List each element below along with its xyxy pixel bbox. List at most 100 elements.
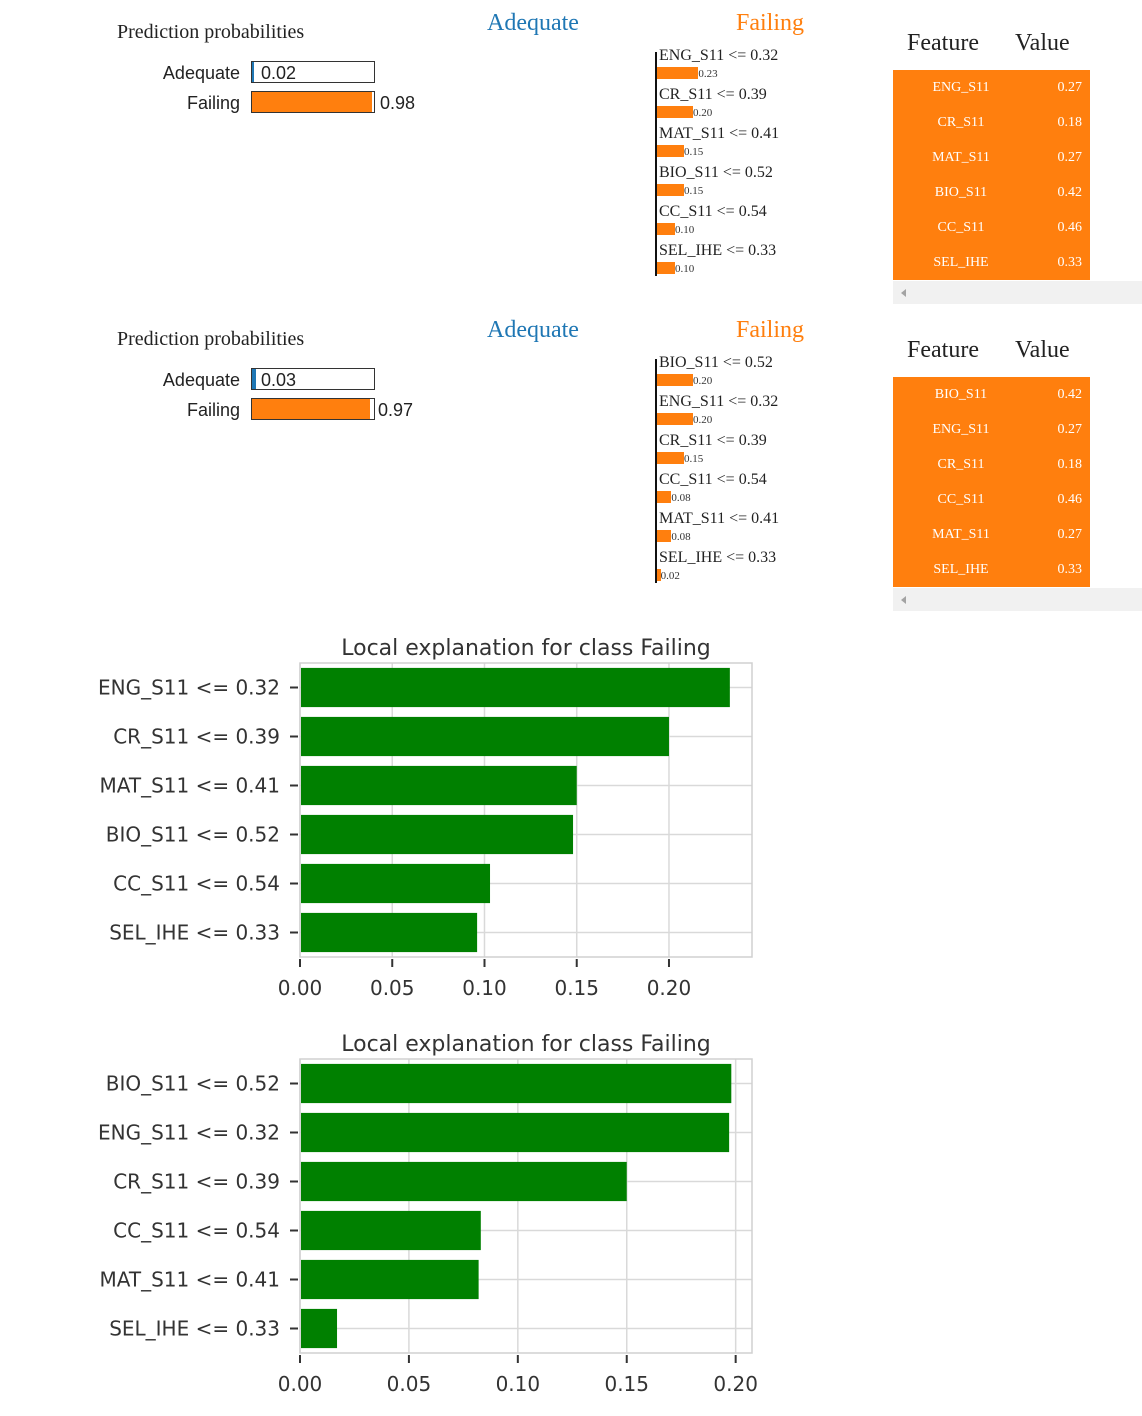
- x-tick-label: 0.10: [462, 976, 507, 1000]
- feature-weight-bar: [657, 491, 672, 503]
- feature-weight-item: ENG_S11 <= 0.32 0.23: [657, 47, 779, 80]
- prob-label: Failing: [186, 93, 240, 113]
- table-cell-feature: ENG_S11: [932, 80, 990, 95]
- feature-weight-value: 0.15: [684, 185, 704, 197]
- bar: [301, 765, 577, 806]
- table-cell-feature: CR_S11: [937, 115, 985, 130]
- table-cell-value: 0.46: [1057, 220, 1083, 235]
- prob-value-adequate: 0.02: [261, 63, 297, 83]
- table-row: MAT_S11 0.27: [893, 517, 1090, 552]
- prob-row-adequate: Adequate: [0, 61, 240, 85]
- feature-axis: [655, 52, 657, 276]
- local-explanation-chart-2: BIO_S11 <= 0.52 ENG_S11 <= 0.32 CR_S11 <= …: [98, 1032, 758, 1396]
- feature-weight-bar: [657, 184, 684, 196]
- bar: [301, 814, 574, 855]
- x-tick-label: 0.00: [278, 1372, 323, 1396]
- table-cell-value: 0.18: [1057, 457, 1083, 472]
- table-cell-feature: SEL_IHE: [933, 562, 989, 577]
- x-tick-label: 0.15: [554, 976, 599, 1000]
- feature-weight-item: SEL_IHE <= 0.33 0.10: [657, 242, 777, 275]
- table-cell-value: 0.46: [1057, 492, 1083, 507]
- horizontal-scrollbar[interactable]: [893, 281, 1142, 304]
- y-tick-label: ENG_S11 <= 0.32: [98, 1121, 280, 1145]
- x-tick-label: 0.20: [647, 976, 692, 1000]
- feature-weight-value: 0.20: [693, 375, 713, 387]
- table-cell-feature: BIO_S11: [934, 387, 988, 402]
- feature-condition: CC_S11 <= 0.54: [659, 471, 767, 488]
- feature-weight-item: BIO_S11 <= 0.52 0.20: [657, 354, 773, 387]
- prob-fill-failing: [252, 92, 372, 112]
- feature-condition: SEL_IHE <= 0.33: [659, 549, 777, 566]
- feature-weight-item: SEL_IHE <= 0.33 0.02: [657, 549, 777, 582]
- y-tick-label: SEL_IHE <= 0.33: [109, 1317, 280, 1341]
- prob-label: Failing: [186, 400, 240, 420]
- prob-row-failing: Failing: [0, 398, 240, 422]
- feature-condition: SEL_IHE <= 0.33: [659, 242, 777, 259]
- bar: [301, 1161, 627, 1202]
- feature-condition: BIO_S11 <= 0.52: [659, 164, 773, 181]
- x-tick-label: 0.05: [387, 1372, 432, 1396]
- feature-value-table: Feature Value ENG_S11 0.27 CR_S11 0.18 MAT_S…: [893, 30, 1142, 310]
- table-cell-feature: CC_S11: [937, 492, 985, 507]
- class-label-adequate: Adequate: [487, 317, 579, 343]
- local-explanation-chart-1: ENG_S11 <= 0.32 CR_S11 <= 0.39 MAT_S11 <= …: [98, 636, 753, 1000]
- feature-condition: CR_S11 <= 0.39: [659, 432, 767, 449]
- table-cell-value: 0.18: [1057, 115, 1083, 130]
- table-cell-value: 0.33: [1057, 255, 1083, 270]
- x-tick-label: 0.00: [278, 976, 323, 1000]
- feature-weight-bar: [657, 106, 693, 118]
- table-row: CR_S11 0.18: [893, 105, 1090, 140]
- feature-weight-item: MAT_S11 <= 0.41 0.15: [657, 125, 779, 158]
- table-cell-feature: MAT_S11: [932, 527, 990, 542]
- prob-bar-failing: [251, 398, 375, 420]
- scroll-left-arrow-icon[interactable]: [901, 596, 906, 604]
- table-row: BIO_S11 0.42: [893, 377, 1090, 412]
- table-cell-value: 0.27: [1057, 150, 1083, 165]
- table-cell-value: 0.27: [1057, 527, 1083, 542]
- bar: [301, 1308, 338, 1349]
- class-label-failing: Failing: [736, 10, 805, 36]
- prediction-probabilities-title: Prediction probabilities: [117, 328, 305, 350]
- bar: [301, 1112, 730, 1153]
- scroll-left-arrow-icon[interactable]: [901, 289, 906, 297]
- prob-value-adequate: 0.03: [261, 370, 297, 390]
- table-cell-value: 0.42: [1057, 387, 1083, 402]
- bar: [301, 1259, 479, 1300]
- feature-weight-value: 0.08: [671, 492, 691, 504]
- table-row: SEL_IHE 0.33: [893, 552, 1090, 587]
- table-row: CC_S11 0.46: [893, 210, 1090, 245]
- lime-panel-2: Prediction probabilities Adequate 0.03 F…: [0, 307, 1142, 611]
- y-tick-label: CC_S11 <= 0.54: [113, 1219, 280, 1243]
- y-tick-label: CR_S11 <= 0.39: [113, 1170, 280, 1194]
- table-row: CC_S11 0.46: [893, 482, 1090, 517]
- feature-weight-value: 0.23: [698, 68, 718, 80]
- horizontal-scrollbar[interactable]: [893, 588, 1142, 611]
- prob-fill-adequate: [252, 62, 255, 82]
- y-tick-label: ENG_S11 <= 0.32: [98, 676, 280, 700]
- prob-bar-adequate: 0.03: [251, 368, 375, 390]
- feature-condition: CC_S11 <= 0.54: [659, 203, 767, 220]
- feature-weight-value: 0.02: [660, 570, 680, 582]
- prob-label: Adequate: [162, 63, 240, 83]
- table-cell-value: 0.42: [1057, 185, 1083, 200]
- plot-frame: [299, 1058, 753, 1354]
- feature-weight-value: 0.10: [675, 263, 695, 275]
- bar: [301, 716, 669, 757]
- feature-weight-value: 0.15: [684, 453, 704, 465]
- prediction-probabilities-title: Prediction probabilities: [117, 21, 305, 43]
- table-cell-feature: CR_S11: [937, 457, 985, 472]
- y-tick-label: MAT_S11 <= 0.41: [99, 1268, 280, 1292]
- table-cell-feature: ENG_S11: [932, 422, 990, 437]
- feature-weight-value: 0.10: [675, 224, 695, 236]
- table-cell-value: 0.27: [1057, 80, 1083, 95]
- feature-condition: ENG_S11 <= 0.32: [659, 47, 779, 64]
- prob-fill-adequate: [252, 369, 256, 389]
- feature-weight-item: ENG_S11 <= 0.32 0.20: [657, 393, 778, 426]
- feature-weight-bar: [657, 569, 661, 581]
- y-tick-label: CR_S11 <= 0.39: [113, 725, 280, 749]
- x-tick-label: 0.10: [496, 1372, 541, 1396]
- feature-condition: CR_S11 <= 0.39: [659, 86, 767, 103]
- x-tick-label: 0.05: [370, 976, 415, 1000]
- prob-bar-failing: [251, 91, 375, 113]
- table-row: ENG_S11 0.27: [893, 412, 1090, 447]
